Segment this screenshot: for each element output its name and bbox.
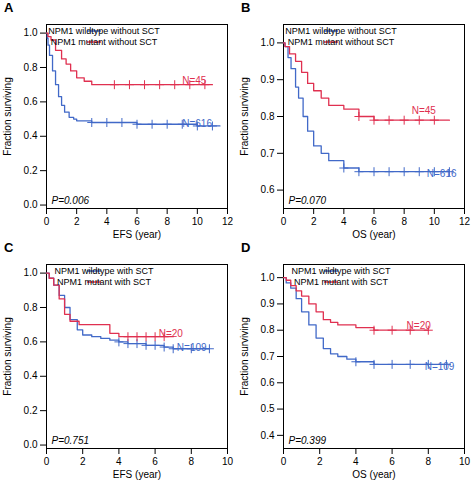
svg-text:0.4: 0.4	[24, 370, 38, 381]
svg-text:0.8: 0.8	[261, 111, 275, 122]
svg-text:N=20: N=20	[159, 328, 184, 339]
svg-text:OS (year): OS (year)	[352, 469, 395, 480]
html-text:C: C	[4, 240, 14, 255]
svg-text:NPM1 mutant with SCT: NPM1 mutant with SCT	[57, 277, 152, 287]
svg-text:0.4: 0.4	[261, 430, 275, 441]
svg-text:Fraction surviving: Fraction surviving	[239, 317, 250, 395]
svg-text:4: 4	[341, 216, 347, 227]
svg-text:0.8: 0.8	[24, 302, 38, 313]
svg-text:2: 2	[74, 216, 80, 227]
svg-text:0.9: 0.9	[261, 298, 275, 309]
svg-text:0.8: 0.8	[24, 62, 38, 73]
svg-text:0: 0	[44, 216, 50, 227]
svg-text:10: 10	[222, 456, 234, 467]
svg-text:1.0: 1.0	[261, 37, 275, 48]
svg-text:NPM1 mutant with SCT: NPM1 mutant with SCT	[294, 277, 389, 287]
svg-text:1.0: 1.0	[24, 267, 38, 278]
svg-text:N=109: N=109	[177, 342, 207, 353]
svg-text:6: 6	[371, 216, 377, 227]
svg-text:2: 2	[311, 216, 317, 227]
svg-text:OS (year): OS (year)	[352, 229, 395, 240]
svg-text:NPM1 wildtype without SCT: NPM1 wildtype without SCT	[285, 26, 397, 36]
svg-text:4: 4	[353, 456, 359, 467]
svg-text:P=0.751: P=0.751	[52, 435, 90, 446]
svg-text:2: 2	[80, 456, 86, 467]
svg-text:0.7: 0.7	[261, 148, 275, 159]
svg-text:12: 12	[222, 216, 234, 227]
svg-text:4: 4	[104, 216, 110, 227]
svg-text:4: 4	[116, 456, 122, 467]
svg-text:0.5: 0.5	[261, 403, 275, 414]
svg-text:0.6: 0.6	[24, 96, 38, 107]
svg-text:12: 12	[459, 216, 471, 227]
svg-text:1.0: 1.0	[261, 272, 275, 283]
svg-text:1.0: 1.0	[24, 27, 38, 38]
svg-text:N=616: N=616	[182, 118, 212, 129]
svg-text:P=0.006: P=0.006	[52, 195, 90, 206]
svg-text:0.6: 0.6	[261, 377, 275, 388]
svg-text:N=109: N=109	[425, 361, 455, 372]
svg-text:NPM1 mutant without SCT: NPM1 mutant without SCT	[288, 37, 395, 47]
svg-text:6: 6	[152, 456, 158, 467]
html-text:B: B	[241, 0, 251, 15]
svg-text:NPM1 wildtype without SCT: NPM1 wildtype without SCT	[48, 26, 160, 36]
svg-text:6: 6	[389, 456, 395, 467]
svg-text:0.9: 0.9	[261, 74, 275, 85]
svg-text:N=45: N=45	[182, 75, 207, 86]
svg-text:N=45: N=45	[412, 105, 437, 116]
svg-text:6: 6	[134, 216, 140, 227]
svg-text:0.7: 0.7	[261, 351, 275, 362]
svg-text:0.0: 0.0	[24, 199, 38, 210]
svg-text:0: 0	[281, 216, 287, 227]
svg-text:P=0.070: P=0.070	[289, 195, 327, 206]
svg-text:NPM1 mutant without SCT: NPM1 mutant without SCT	[51, 37, 158, 47]
svg-text:10: 10	[459, 456, 471, 467]
html-text:D: D	[241, 240, 251, 255]
svg-text:8: 8	[164, 216, 170, 227]
svg-text:10: 10	[429, 216, 441, 227]
svg-text:Fraction surviving: Fraction surviving	[2, 317, 13, 395]
svg-text:0.2: 0.2	[24, 165, 38, 176]
svg-text:0.2: 0.2	[24, 405, 38, 416]
svg-text:8: 8	[426, 456, 432, 467]
svg-text:0.0: 0.0	[24, 439, 38, 450]
svg-text:0.6: 0.6	[261, 184, 275, 195]
svg-text:EFS (year): EFS (year)	[113, 229, 161, 240]
svg-text:2: 2	[317, 456, 323, 467]
svg-text:8: 8	[189, 456, 195, 467]
svg-text:0.8: 0.8	[261, 324, 275, 335]
svg-text:0.6: 0.6	[24, 336, 38, 347]
svg-text:Fraction surviving: Fraction surviving	[239, 77, 250, 155]
svg-text:0: 0	[44, 456, 50, 467]
svg-text:0.4: 0.4	[24, 130, 38, 141]
svg-text:N=20: N=20	[407, 320, 432, 331]
svg-text:NPM1 wildtype with SCT: NPM1 wildtype with SCT	[54, 266, 154, 276]
svg-text:Fraction surviving: Fraction surviving	[2, 77, 13, 155]
svg-text:8: 8	[401, 216, 407, 227]
svg-text:NPM1 wildtype with SCT: NPM1 wildtype with SCT	[291, 266, 391, 276]
svg-text:10: 10	[192, 216, 204, 227]
html-text:A: A	[4, 0, 14, 15]
svg-text:P=0.399: P=0.399	[289, 435, 327, 446]
svg-text:EFS (year): EFS (year)	[113, 469, 161, 480]
svg-text:0: 0	[281, 456, 287, 467]
svg-text:N=616: N=616	[427, 168, 457, 179]
